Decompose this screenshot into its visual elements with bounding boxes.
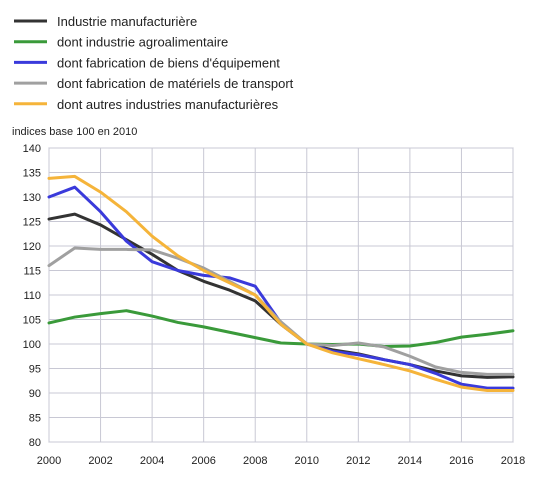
series-line-5 xyxy=(47,174,515,393)
x-tick-label: 2000 xyxy=(37,455,61,467)
unit-label: indices base 100 en 2010 xyxy=(12,126,137,138)
legend-label: dont autres industries manufacturières xyxy=(57,97,279,112)
y-tick-label: 85 xyxy=(29,413,41,425)
y-tick-label: 115 xyxy=(23,266,41,278)
legend-item: Industrie manufacturière xyxy=(14,14,197,29)
y-tick-label: 140 xyxy=(23,143,41,155)
x-tick-label: 2010 xyxy=(295,455,319,467)
series-line-1 xyxy=(47,212,515,379)
legend-item: dont fabrication de biens d'équipement xyxy=(14,55,280,70)
y-tick-label: 80 xyxy=(29,437,41,449)
series-group xyxy=(47,174,515,393)
x-tick-label: 2008 xyxy=(243,455,267,467)
y-tick-label: 110 xyxy=(23,290,41,302)
series-line-3 xyxy=(47,185,515,390)
x-tick-label: 2012 xyxy=(346,455,370,467)
legend-label: dont fabrication de biens d'équipement xyxy=(57,55,280,70)
y-tick-label: 90 xyxy=(29,388,41,400)
x-tick-label: 2014 xyxy=(398,455,422,467)
plot-area: 80 85 90 95 100 105 110 115 120 125 130 135 140 2000… xyxy=(23,143,526,467)
legend-item: dont autres industries manufacturières xyxy=(14,97,279,112)
x-tick-label: 2006 xyxy=(191,455,215,467)
series-line-4 xyxy=(47,246,515,376)
legend: Industrie manufacturière dont industrie a… xyxy=(14,14,294,112)
x-tick-label: 2018 xyxy=(501,455,525,467)
y-axis: 80 85 90 95 100 105 110 115 120 125 130 135 140 xyxy=(23,143,41,449)
legend-label: Industrie manufacturière xyxy=(57,14,197,29)
series-line-2 xyxy=(47,309,515,348)
legend-item: dont fabrication de matériels de transpo… xyxy=(14,76,294,91)
y-tick-label: 95 xyxy=(29,364,41,376)
y-tick-label: 135 xyxy=(23,168,41,180)
legend-label: dont fabrication de matériels de transpo… xyxy=(57,76,294,91)
x-tick-label: 2002 xyxy=(88,455,112,467)
y-tick-label: 130 xyxy=(23,192,41,204)
x-axis: 2000 2002 2004 2006 2008 2010 2012 2014 2016 2018 xyxy=(37,455,525,467)
x-tick-label: 2004 xyxy=(140,455,164,467)
x-tick-label: 2016 xyxy=(449,455,473,467)
y-tick-label: 100 xyxy=(23,339,41,351)
legend-label: dont industrie agroalimentaire xyxy=(57,35,228,50)
y-tick-label: 125 xyxy=(23,217,41,229)
grid xyxy=(48,147,514,443)
y-tick-label: 120 xyxy=(23,241,41,253)
y-tick-label: 105 xyxy=(23,315,41,327)
legend-item: dont industrie agroalimentaire xyxy=(14,35,228,50)
